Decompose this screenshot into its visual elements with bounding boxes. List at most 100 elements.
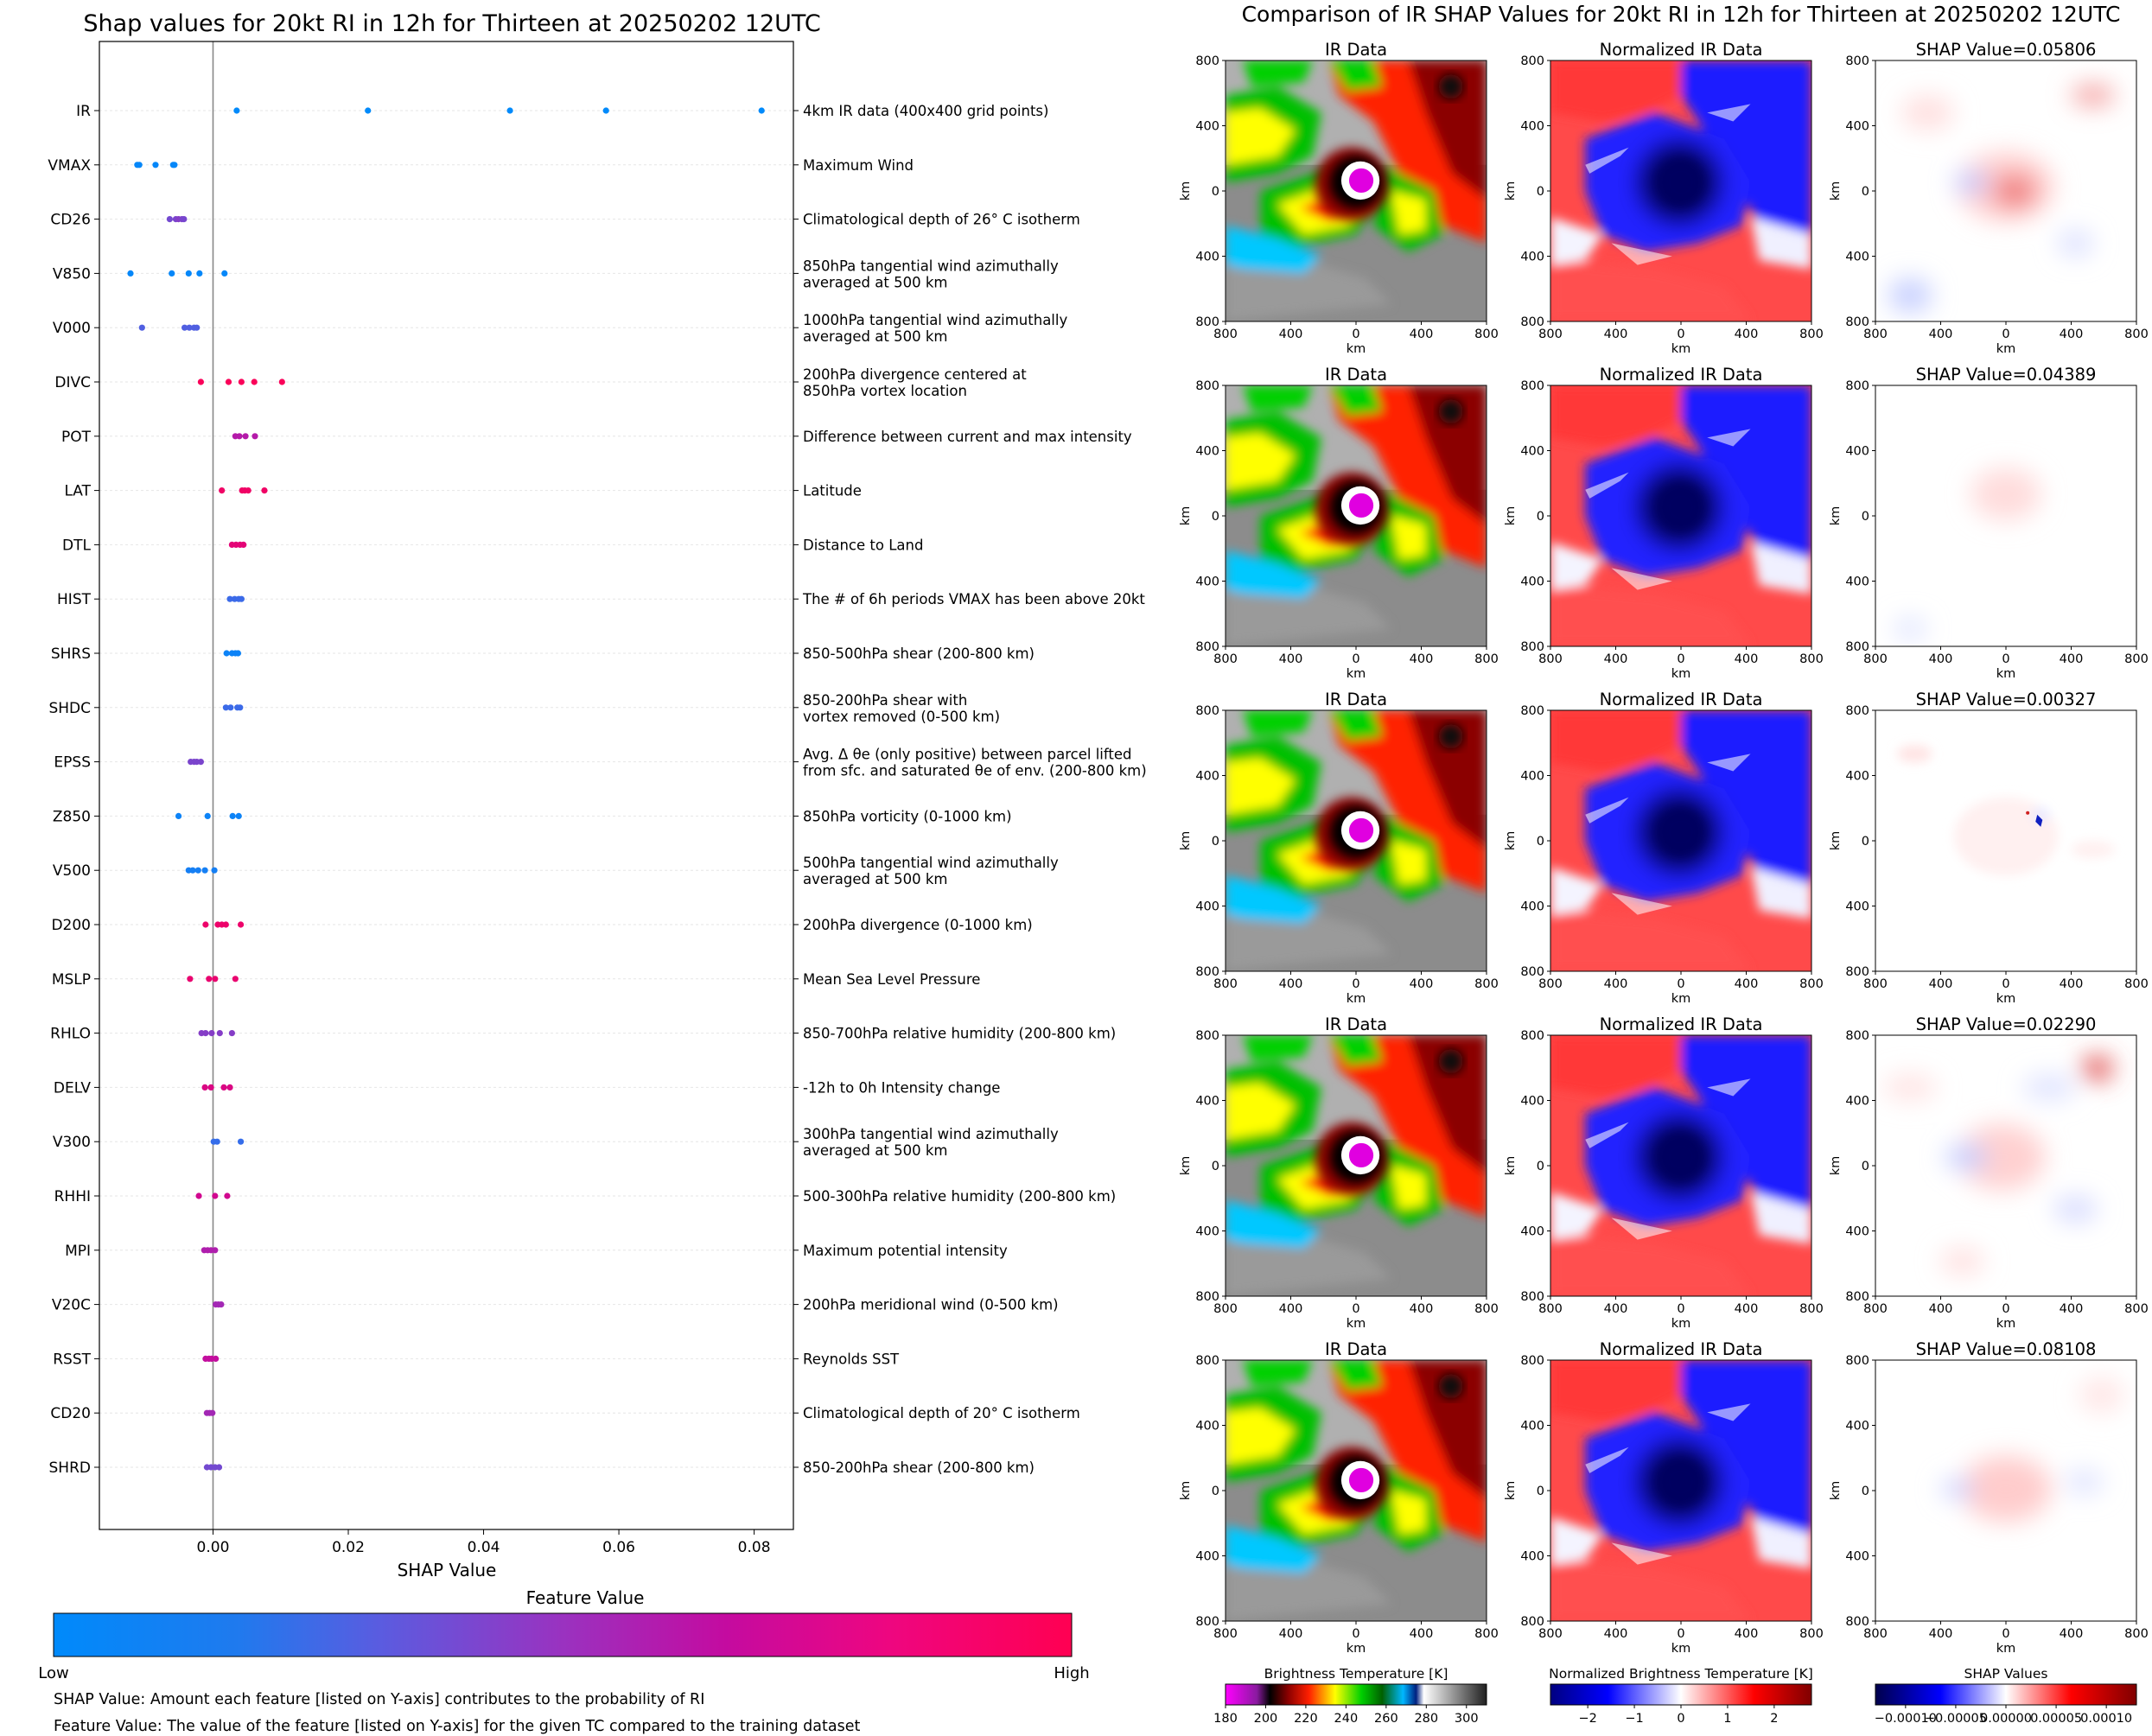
y-tick-label: 400 — [1195, 575, 1219, 589]
y-axis-label: km — [1829, 506, 1843, 526]
ir-image — [1226, 60, 1487, 321]
ir-image — [1226, 1035, 1487, 1296]
y-axis-label: km — [1829, 181, 1843, 201]
x-tick-label: 800 — [1538, 327, 1563, 341]
ir-image — [1226, 710, 1487, 971]
data-point — [152, 162, 159, 169]
data-point — [212, 1247, 219, 1254]
y-tick-label: 400 — [1845, 1550, 1869, 1564]
x-tick-label: 800 — [1474, 652, 1499, 666]
x-tick-label: 800 — [2124, 977, 2149, 991]
feature-label: V300 — [53, 1134, 91, 1151]
feature-label: LAT — [64, 483, 91, 500]
feature-description: 850hPa vortex location — [803, 383, 967, 399]
x-tick-label: 400 — [1604, 977, 1628, 991]
x-axis-label: SHAP Value — [398, 1560, 497, 1580]
x-tick-label: 400 — [1735, 1627, 1759, 1641]
plot-frame — [99, 41, 794, 1530]
y-tick-label: 800 — [1195, 1615, 1219, 1629]
data-point — [197, 378, 204, 385]
data-point — [127, 270, 134, 277]
data-point — [222, 704, 229, 711]
x-tick-label: 0 — [2002, 652, 2009, 666]
y-tick-label: 400 — [1845, 900, 1869, 914]
feature-description: 4km IR data (400x400 grid points) — [803, 103, 1048, 119]
ir-shap-comparison: Comparison of IR SHAP Values for 20kt RI… — [1179, 2, 2149, 1726]
data-point — [222, 921, 229, 928]
y-tick-label: 400 — [1845, 1095, 1869, 1109]
panel-title: SHAP Value=0.08108 — [1916, 1339, 2097, 1359]
data-point — [204, 812, 211, 820]
x-tick-label: 800 — [1474, 327, 1499, 341]
feature-description: Reynolds SST — [803, 1351, 900, 1367]
panel-title: SHAP Value=0.04389 — [1916, 365, 2097, 385]
data-point — [187, 976, 194, 982]
y-tick-label: 400 — [1845, 251, 1869, 264]
data-point — [181, 324, 188, 331]
y-tick-label: 800 — [1845, 965, 1869, 979]
x-axis-label: km — [1347, 992, 1366, 1006]
y-tick-label: 400 — [1520, 120, 1544, 134]
x-axis-label: km — [1671, 992, 1691, 1006]
feature-label: MPI — [65, 1243, 91, 1260]
y-axis-label: km — [1504, 1156, 1518, 1176]
x-tick-label: 800 — [1863, 1627, 1888, 1641]
x-tick-label: 0 — [2002, 1627, 2009, 1641]
feature-description: Climatological depth of 26° C isotherm — [803, 212, 1080, 228]
feature-description: -12h to 0h Intensity change — [803, 1079, 1000, 1096]
panel-title: IR Data — [1325, 365, 1387, 385]
image-panel: Normalized IR Data8008004004000040040080… — [1504, 40, 1824, 356]
footnote: SHAP Value: Amount each feature [listed … — [54, 1691, 704, 1708]
data-point — [261, 487, 268, 494]
x-tick-label: 0 — [1677, 1302, 1684, 1316]
x-axis-label: km — [1996, 342, 2016, 356]
y-tick-label: 0 — [1212, 510, 1219, 524]
data-point — [201, 867, 208, 874]
x-tick-label: 400 — [1929, 327, 1953, 341]
image-panel: SHAP Value=0.043898008004004000040040080… — [1829, 365, 2149, 681]
y-tick-label: 400 — [1520, 1225, 1544, 1239]
x-tick-label: 400 — [1279, 1627, 1303, 1641]
image-panel: SHAP Value=0.081088008004004000040040080… — [1829, 1339, 2149, 1656]
x-axis-label: km — [1347, 342, 1366, 356]
data-point — [194, 324, 201, 331]
data-point — [223, 650, 230, 657]
x-tick-label: 800 — [1799, 327, 1824, 341]
data-point — [216, 1030, 223, 1037]
x-axis-label: km — [1996, 1642, 2016, 1656]
x-tick-label: 400 — [1279, 977, 1303, 991]
y-tick-label: 800 — [1520, 1615, 1544, 1629]
x-tick-label: 800 — [2124, 1302, 2149, 1316]
colorbar-tick-label: 0.00010 — [2080, 1712, 2132, 1726]
x-tick-label: 400 — [1929, 977, 1953, 991]
data-point — [229, 812, 236, 820]
shap-map-image — [1875, 710, 2136, 971]
ir-image — [1226, 385, 1487, 646]
y-tick-label: 400 — [1845, 1420, 1869, 1434]
x-tick-label: 400 — [1410, 327, 1434, 341]
y-tick-label: 0 — [1212, 1485, 1219, 1498]
data-point — [212, 1192, 219, 1199]
y-tick-label: 400 — [1520, 1420, 1544, 1434]
y-tick-label: 800 — [1845, 704, 1869, 718]
data-point — [237, 704, 244, 711]
data-point — [212, 976, 219, 982]
y-tick-label: 800 — [1845, 1290, 1869, 1304]
panel-title: IR Data — [1325, 1339, 1387, 1359]
x-tick-label: 800 — [1799, 652, 1824, 666]
y-axis-label: km — [1504, 831, 1518, 851]
x-axis-label: km — [1347, 1642, 1366, 1656]
data-point — [238, 378, 245, 385]
y-axis-label: km — [1179, 181, 1193, 201]
colorbar-tick-label: −1 — [1625, 1712, 1643, 1726]
panel-title: Normalized IR Data — [1600, 690, 1763, 709]
data-point — [234, 650, 242, 657]
x-tick-label: 800 — [1213, 977, 1238, 991]
panel-title: IR Data — [1325, 690, 1387, 709]
y-tick-label: 800 — [1195, 315, 1219, 329]
data-point — [238, 595, 245, 602]
panel-title: IR Data — [1325, 40, 1387, 60]
feature-label: V850 — [53, 265, 91, 283]
